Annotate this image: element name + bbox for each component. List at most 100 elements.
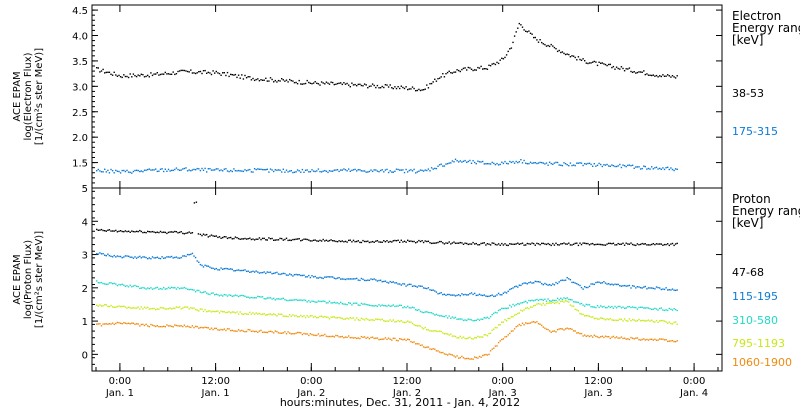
data-point-310-580 bbox=[237, 295, 240, 298]
data-point-310-580 bbox=[671, 309, 674, 311]
data-point-175-315 bbox=[365, 171, 367, 173]
data-point-47-68 bbox=[325, 239, 328, 241]
data-point-1060-1900 bbox=[560, 328, 562, 330]
data-point-115-195 bbox=[126, 255, 128, 257]
data-point-38-53 bbox=[202, 70, 205, 72]
data-point-38-53 bbox=[389, 84, 391, 86]
data-point-795-1193 bbox=[523, 309, 525, 311]
data-point-175-315 bbox=[356, 170, 358, 172]
data-point-310-580 bbox=[338, 303, 340, 305]
data-point-38-53 bbox=[311, 83, 313, 85]
data-point-175-315 bbox=[142, 171, 144, 173]
data-point-1060-1900 bbox=[614, 337, 616, 339]
data-point-175-315 bbox=[222, 170, 224, 172]
data-point-47-68 bbox=[237, 237, 240, 240]
data-point-47-68 bbox=[434, 242, 436, 244]
data-point-38-53 bbox=[459, 70, 461, 73]
data-point-795-1193 bbox=[394, 321, 396, 323]
data-point-795-1193 bbox=[604, 319, 607, 321]
data-point-795-1193 bbox=[123, 305, 125, 307]
data-point-175-315 bbox=[289, 170, 291, 172]
data-point-38-53 bbox=[550, 43, 552, 46]
data-point-310-580 bbox=[308, 300, 310, 302]
data-point-38-53 bbox=[298, 79, 300, 82]
data-point-175-315 bbox=[161, 168, 163, 170]
data-point-1060-1900 bbox=[373, 337, 375, 340]
data-point-47-68 bbox=[335, 240, 337, 243]
data-point-795-1193 bbox=[161, 307, 163, 309]
data-point-175-315 bbox=[504, 160, 506, 163]
data-point-175-315 bbox=[279, 169, 281, 171]
data-point-1060-1900 bbox=[228, 328, 230, 330]
data-point-1060-1900 bbox=[593, 334, 595, 336]
data-point-47-68 bbox=[311, 240, 313, 242]
data-point-175-315 bbox=[512, 160, 514, 163]
data-point-47-68 bbox=[598, 243, 600, 246]
data-point-1060-1900 bbox=[413, 341, 415, 343]
data-point-38-53 bbox=[100, 70, 103, 72]
data-point-1060-1900 bbox=[512, 330, 514, 332]
data-point-310-580 bbox=[442, 315, 444, 317]
data-point-175-315 bbox=[450, 162, 452, 164]
data-point-115-195 bbox=[571, 281, 573, 284]
data-point-115-195 bbox=[239, 269, 241, 272]
data-point-115-195 bbox=[185, 255, 187, 258]
data-point-795-1193 bbox=[674, 321, 677, 323]
data-point-175-315 bbox=[371, 170, 374, 173]
data-point-115-195 bbox=[667, 289, 669, 291]
data-point-1060-1900 bbox=[304, 333, 307, 335]
data-point-175-315 bbox=[595, 165, 597, 167]
data-point-795-1193 bbox=[110, 304, 112, 307]
data-point-795-1193 bbox=[252, 312, 254, 314]
data-point-795-1193 bbox=[300, 314, 302, 317]
data-point-38-53 bbox=[269, 77, 272, 79]
data-point-47-68 bbox=[151, 230, 154, 233]
data-point-38-53 bbox=[328, 83, 331, 85]
data-point-47-68 bbox=[620, 243, 623, 245]
data-point-1060-1900 bbox=[237, 329, 240, 331]
data-point-175-315 bbox=[296, 169, 299, 171]
data-point-38-53 bbox=[226, 71, 229, 74]
data-point-310-580 bbox=[271, 298, 273, 300]
data-point-38-53 bbox=[236, 76, 238, 79]
data-point-38-53 bbox=[194, 72, 197, 75]
data-point-115-195 bbox=[651, 287, 653, 289]
data-point-38-53 bbox=[327, 82, 329, 84]
data-point-1060-1900 bbox=[107, 323, 109, 325]
data-point-795-1193 bbox=[199, 308, 202, 310]
data-point-1060-1900 bbox=[662, 338, 664, 340]
data-point-1060-1900 bbox=[290, 333, 292, 335]
data-point-38-53 bbox=[641, 71, 643, 73]
data-point-1060-1900 bbox=[617, 337, 619, 339]
data-point-47-68 bbox=[351, 241, 353, 243]
data-point-115-195 bbox=[129, 256, 131, 258]
data-point-1060-1900 bbox=[451, 354, 454, 356]
data-point-310-580 bbox=[625, 307, 627, 309]
data-point-38-53 bbox=[399, 87, 401, 90]
data-point-115-195 bbox=[402, 283, 404, 285]
data-point-1060-1900 bbox=[322, 334, 324, 337]
data-point-47-68 bbox=[418, 239, 420, 242]
data-point-310-580 bbox=[145, 288, 147, 290]
data-point-38-53 bbox=[480, 65, 482, 68]
data-point-115-195 bbox=[217, 269, 219, 271]
data-point-310-580 bbox=[568, 298, 570, 301]
data-point-47-68 bbox=[338, 240, 340, 242]
data-point-1060-1900 bbox=[164, 326, 166, 328]
data-point-47-68 bbox=[222, 236, 224, 239]
data-point-175-315 bbox=[237, 169, 240, 172]
data-point-310-580 bbox=[598, 306, 600, 309]
data-point-1060-1900 bbox=[673, 340, 675, 343]
data-point-38-53 bbox=[231, 74, 233, 76]
data-point-1060-1900 bbox=[252, 330, 254, 332]
data-point-47-68 bbox=[552, 242, 554, 245]
data-point-175-315 bbox=[255, 168, 257, 171]
data-point-38-53 bbox=[201, 72, 203, 75]
data-point-38-53 bbox=[135, 75, 138, 78]
data-point-115-195 bbox=[408, 283, 410, 285]
data-point-115-195 bbox=[170, 255, 173, 258]
data-point-115-195 bbox=[456, 294, 458, 297]
data-point-795-1193 bbox=[590, 316, 592, 318]
data-point-310-580 bbox=[290, 299, 292, 301]
data-point-310-580 bbox=[225, 294, 227, 296]
